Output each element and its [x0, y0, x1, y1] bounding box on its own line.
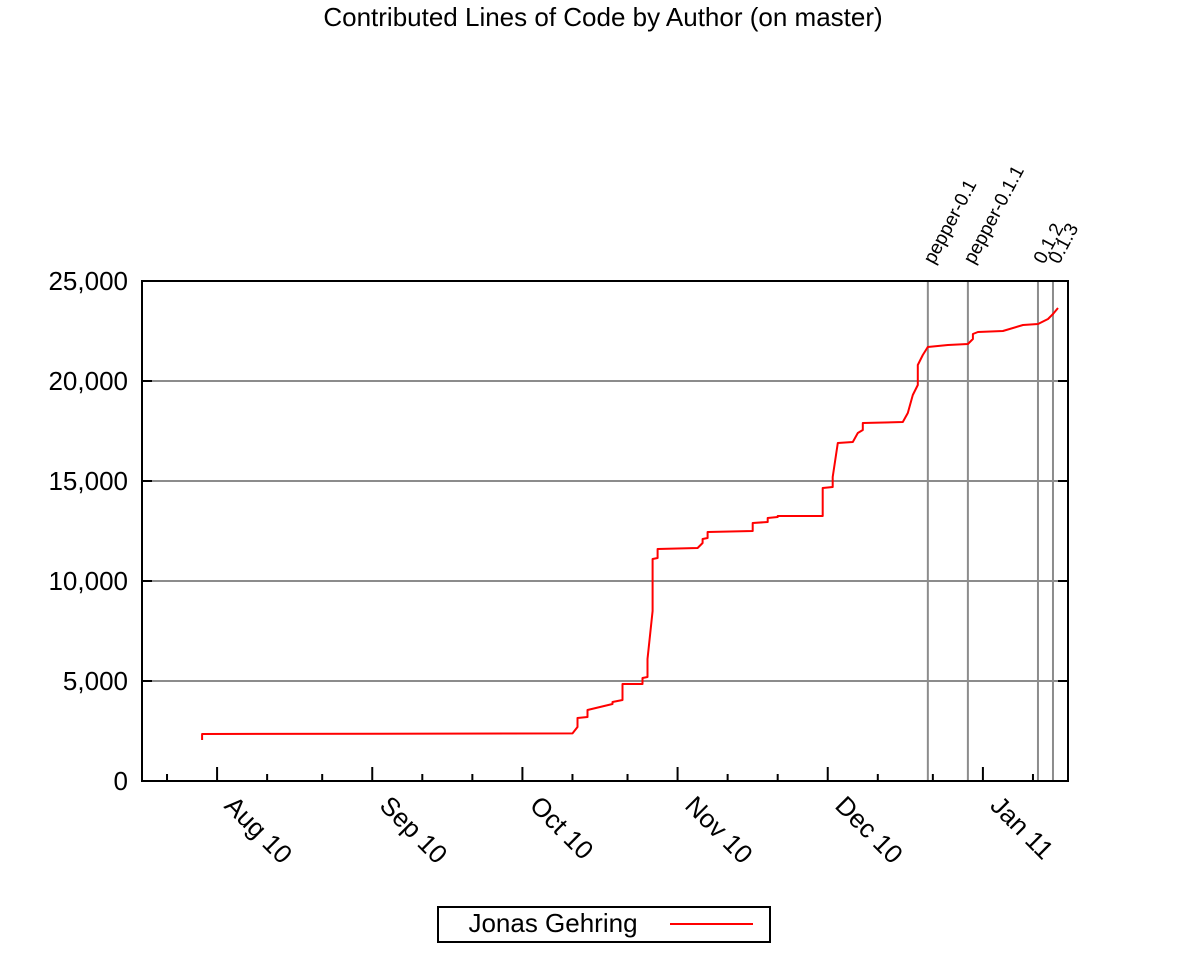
series-line — [201, 307, 1059, 740]
series-group — [201, 307, 1059, 740]
x-tick-label: Jan 11 — [985, 790, 1060, 865]
x-tick-label: Oct 10 — [524, 790, 599, 865]
x-tick-label: Sep 10 — [374, 790, 453, 869]
x-tick-label: Dec 10 — [829, 790, 908, 869]
legend-series-label: Jonas Gehring — [468, 908, 637, 938]
tag-lines — [926, 281, 1054, 781]
y-tick-label: 25,000 — [48, 266, 128, 296]
tag-label: pepper-0.1.1 — [960, 162, 1029, 267]
tick-labels: 0 5,000 10,000 15,000 20,000 25,000 Aug 10 Sep … — [48, 266, 1059, 870]
chart-title: Contributed Lines of Code by Author (on … — [323, 2, 882, 32]
y-tick-label: 10,000 — [48, 566, 128, 596]
legend: Jonas Gehring — [437, 906, 771, 943]
y-tick-label: 0 — [114, 766, 128, 796]
plot-frame — [141, 280, 1069, 782]
axis-ticks — [142, 280, 1068, 782]
grid-lines — [142, 380, 1068, 682]
y-tick-label: 20,000 — [48, 366, 128, 396]
x-tick-label: Aug 10 — [219, 790, 298, 869]
x-tick-label: Nov 10 — [679, 790, 758, 869]
y-tick-label: 15,000 — [48, 466, 128, 496]
y-tick-label: 5,000 — [63, 666, 128, 696]
